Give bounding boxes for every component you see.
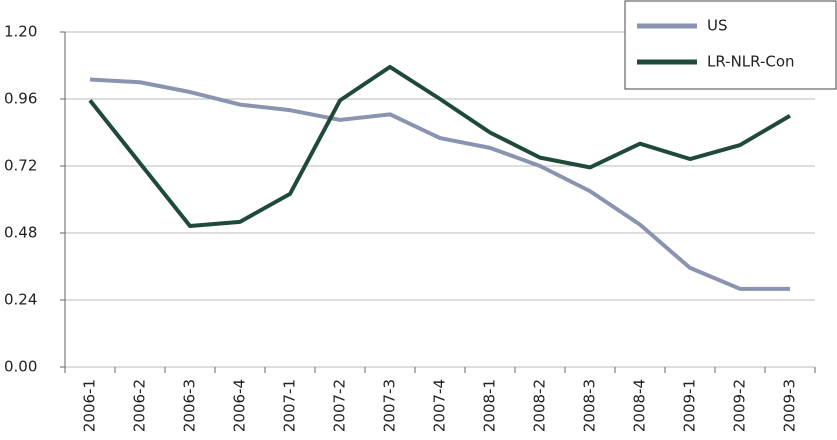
x-tick-label: 2006-1 bbox=[81, 379, 99, 432]
y-tick-label: 1.20 bbox=[4, 23, 37, 41]
x-tick-label: 2006-4 bbox=[231, 379, 249, 432]
x-tick-label: 2008-2 bbox=[531, 379, 549, 432]
x-tick-label: 2008-1 bbox=[481, 379, 499, 432]
legend-label: LR-NLR-Con bbox=[707, 53, 795, 71]
x-tick-label: 2009-3 bbox=[781, 379, 799, 432]
y-tick-label: 0.24 bbox=[4, 291, 37, 309]
x-tick-label: 2008-3 bbox=[581, 379, 599, 432]
x-tick-label: 2008-4 bbox=[631, 379, 649, 432]
y-tick-label: 0.96 bbox=[4, 90, 37, 108]
x-tick-label: 2006-2 bbox=[131, 379, 149, 432]
y-tick-label: 0.00 bbox=[4, 358, 37, 376]
x-tick-label: 2007-3 bbox=[381, 379, 399, 432]
series-line bbox=[88, 64, 792, 229]
x-tick-label: 2009-1 bbox=[681, 379, 699, 432]
x-tick-label: 2007-1 bbox=[281, 379, 299, 432]
series-line bbox=[89, 77, 790, 291]
x-tick-label: 2006-3 bbox=[181, 379, 199, 432]
y-tick-label: 0.72 bbox=[4, 157, 37, 175]
y-tick-label: 0.48 bbox=[4, 224, 37, 242]
legend-label: US bbox=[707, 17, 728, 35]
legend-box bbox=[624, 0, 837, 90]
x-tick-label: 2007-2 bbox=[331, 379, 349, 432]
x-tick-label: 2009-2 bbox=[731, 379, 749, 432]
x-tick-label: 2007-4 bbox=[431, 379, 449, 432]
